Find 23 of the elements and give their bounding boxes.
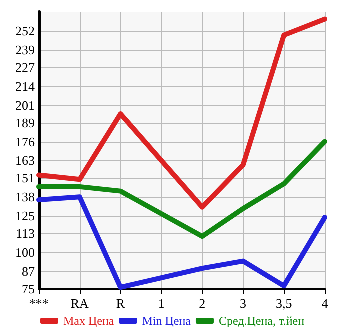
y-tick-label: 151 [16,170,35,186]
x-tick-label: 3,5 [276,296,292,311]
x-tick-label: 1 [158,296,165,311]
y-tick-label: 138 [16,190,35,205]
y-tick-label: 87 [22,264,36,280]
y-tick-label: 214 [16,78,36,94]
y-tick-label: 239 [16,42,35,58]
y-tick-label: 227 [16,60,36,75]
y-tick-label: 252 [16,23,35,38]
x-tick-label: 2 [199,296,206,311]
y-tick-label: 75 [22,282,35,296]
y-tick-label: 189 [16,115,35,130]
y-tick-label: 163 [16,153,35,168]
y-tick-label: 176 [16,134,36,150]
y-tick-label: 125 [16,208,35,224]
x-tick-label: RA [70,296,90,311]
x-tick-label: 3 [240,296,247,311]
y-tick-label: 113 [16,226,35,242]
x-tick-label: R [116,296,126,311]
x-tick-label: 4 [322,296,329,311]
y-tick-label: 100 [16,245,35,260]
x-tick-label: *** [29,296,49,311]
y-tick-label: 201 [16,98,35,113]
